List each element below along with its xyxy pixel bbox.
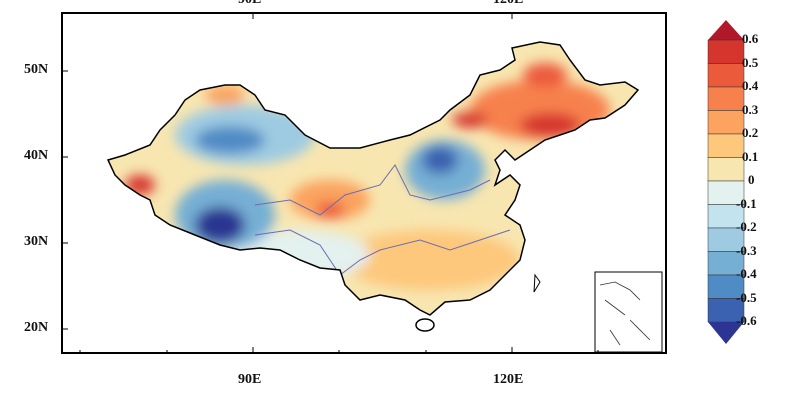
colorbar-label: 0.3 xyxy=(742,101,759,117)
blob-center-red xyxy=(315,202,345,218)
colorbar-label: 0.1 xyxy=(742,148,759,164)
colorbar-top-triangle xyxy=(708,20,744,40)
colorbar-segment xyxy=(707,86,745,111)
colorbar-bottom-triangle xyxy=(708,322,744,344)
lat-label-40n: 40N xyxy=(24,148,49,163)
blob-west-blue-core xyxy=(195,126,265,154)
lat-label-30n: 30N xyxy=(24,234,49,249)
blob-ne-red2 xyxy=(452,112,488,128)
blob-north-darkblue xyxy=(422,146,458,174)
top-lon-label-90e: 90E xyxy=(238,0,261,8)
bottom-lon-label-90e: 90E xyxy=(238,372,262,387)
taiwan-island xyxy=(533,273,541,293)
colorbar-segment xyxy=(707,63,745,88)
yellow-river xyxy=(254,164,491,216)
blob-tibet-darkblue xyxy=(195,207,245,243)
colorbar-label: -0.4 xyxy=(736,266,757,281)
colorbar-segment xyxy=(707,39,745,64)
colorbar-segment xyxy=(707,157,745,182)
blob-xinjiang-orange xyxy=(205,85,245,105)
colorbar-label: -0.5 xyxy=(736,289,757,305)
colorbar-label: -0.3 xyxy=(736,242,757,258)
axis-ticks xyxy=(62,13,599,353)
colorbar-label: 0.6 xyxy=(742,31,759,46)
colorbar-label: -0.6 xyxy=(736,313,757,328)
lat-label-50n: 50N xyxy=(24,62,49,77)
south-china-sea-inset xyxy=(594,271,663,353)
hainan-island xyxy=(415,318,435,332)
colorbar-label: -0.1 xyxy=(736,195,757,211)
bottom-lon-label-120e: 120E xyxy=(493,372,524,387)
colorbar-segment xyxy=(707,110,745,135)
blob-southeast-orange xyxy=(340,230,520,290)
colorbar xyxy=(707,20,745,344)
colorbar-segment xyxy=(707,133,745,158)
inset-coastline xyxy=(599,281,651,346)
blob-ne-red xyxy=(520,113,580,137)
lat-label-20n: 20N xyxy=(24,320,49,335)
blob-ne-top xyxy=(523,63,567,87)
colorbar-label: -0.2 xyxy=(736,219,757,234)
yangtze-river xyxy=(254,229,511,276)
colorbar-label: 0.4 xyxy=(742,78,759,93)
top-lon-label-120e: 120E xyxy=(493,0,523,8)
colorbar-label: 0.2 xyxy=(742,125,759,140)
colorbar-label: 0.5 xyxy=(742,54,759,70)
colorbar-label: 0 xyxy=(748,172,755,187)
